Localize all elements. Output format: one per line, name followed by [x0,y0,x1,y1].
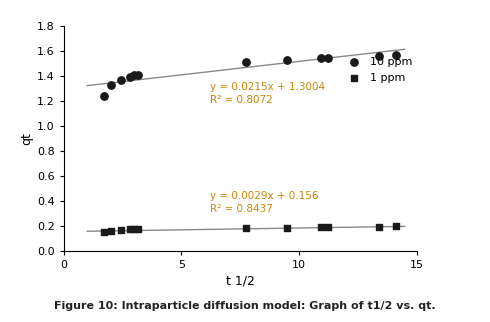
1 ppm [318,224,325,230]
Text: Figure 10: Intraparticle diffusion model: Graph of t1/2 vs. qt.: Figure 10: Intraparticle diffusion model… [54,301,436,311]
10 ppm [118,77,125,82]
1 ppm [100,229,108,234]
10 ppm [283,57,291,62]
Text: R² = 0.8437: R² = 0.8437 [210,204,272,213]
Legend: 10 ppm, 1 ppm: 10 ppm, 1 ppm [339,53,416,87]
1 ppm [134,226,142,231]
10 ppm [318,56,325,61]
Text: R² = 0.8072: R² = 0.8072 [210,95,272,105]
10 ppm [134,72,142,77]
1 ppm [392,224,400,229]
1 ppm [118,228,125,233]
10 ppm [392,52,400,57]
1 ppm [130,226,138,232]
Text: y = 0.0215x + 1.3004: y = 0.0215x + 1.3004 [210,82,325,92]
10 ppm [130,72,138,77]
10 ppm [100,93,108,99]
10 ppm [107,82,115,87]
10 ppm [324,56,332,61]
1 ppm [283,225,291,230]
10 ppm [375,53,383,58]
1 ppm [242,225,250,231]
X-axis label: t 1/2: t 1/2 [226,274,254,287]
1 ppm [324,224,332,230]
Text: y = 0.0029x + 0.156: y = 0.0029x + 0.156 [210,191,318,201]
1 ppm [107,228,115,233]
Y-axis label: qt: qt [20,132,33,145]
10 ppm [126,74,134,80]
1 ppm [126,227,134,232]
1 ppm [375,224,383,229]
10 ppm [242,60,250,65]
